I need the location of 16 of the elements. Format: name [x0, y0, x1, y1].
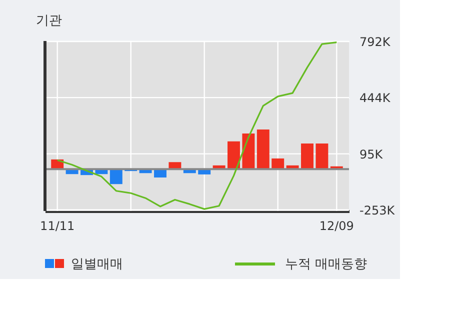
- x-tick-label: 12/09: [319, 219, 354, 233]
- bar: [301, 143, 314, 170]
- bar: [272, 158, 284, 170]
- bar: [256, 129, 270, 170]
- y-tick-label: -253K: [360, 203, 396, 218]
- x-tick-label: 11/11: [40, 219, 75, 233]
- y-tick-label: 792K: [360, 34, 392, 49]
- chart-title: 기관: [36, 13, 62, 28]
- bar: [316, 143, 328, 170]
- y-tick-label: 444K: [360, 91, 392, 106]
- y-tick-label: 95K: [360, 147, 384, 162]
- bar: [228, 141, 240, 170]
- legend-label: 일별매매: [71, 257, 123, 272]
- line-series: [56, 41, 338, 210]
- bar: [110, 169, 122, 184]
- legend-label: 누적 매매동향: [285, 257, 368, 272]
